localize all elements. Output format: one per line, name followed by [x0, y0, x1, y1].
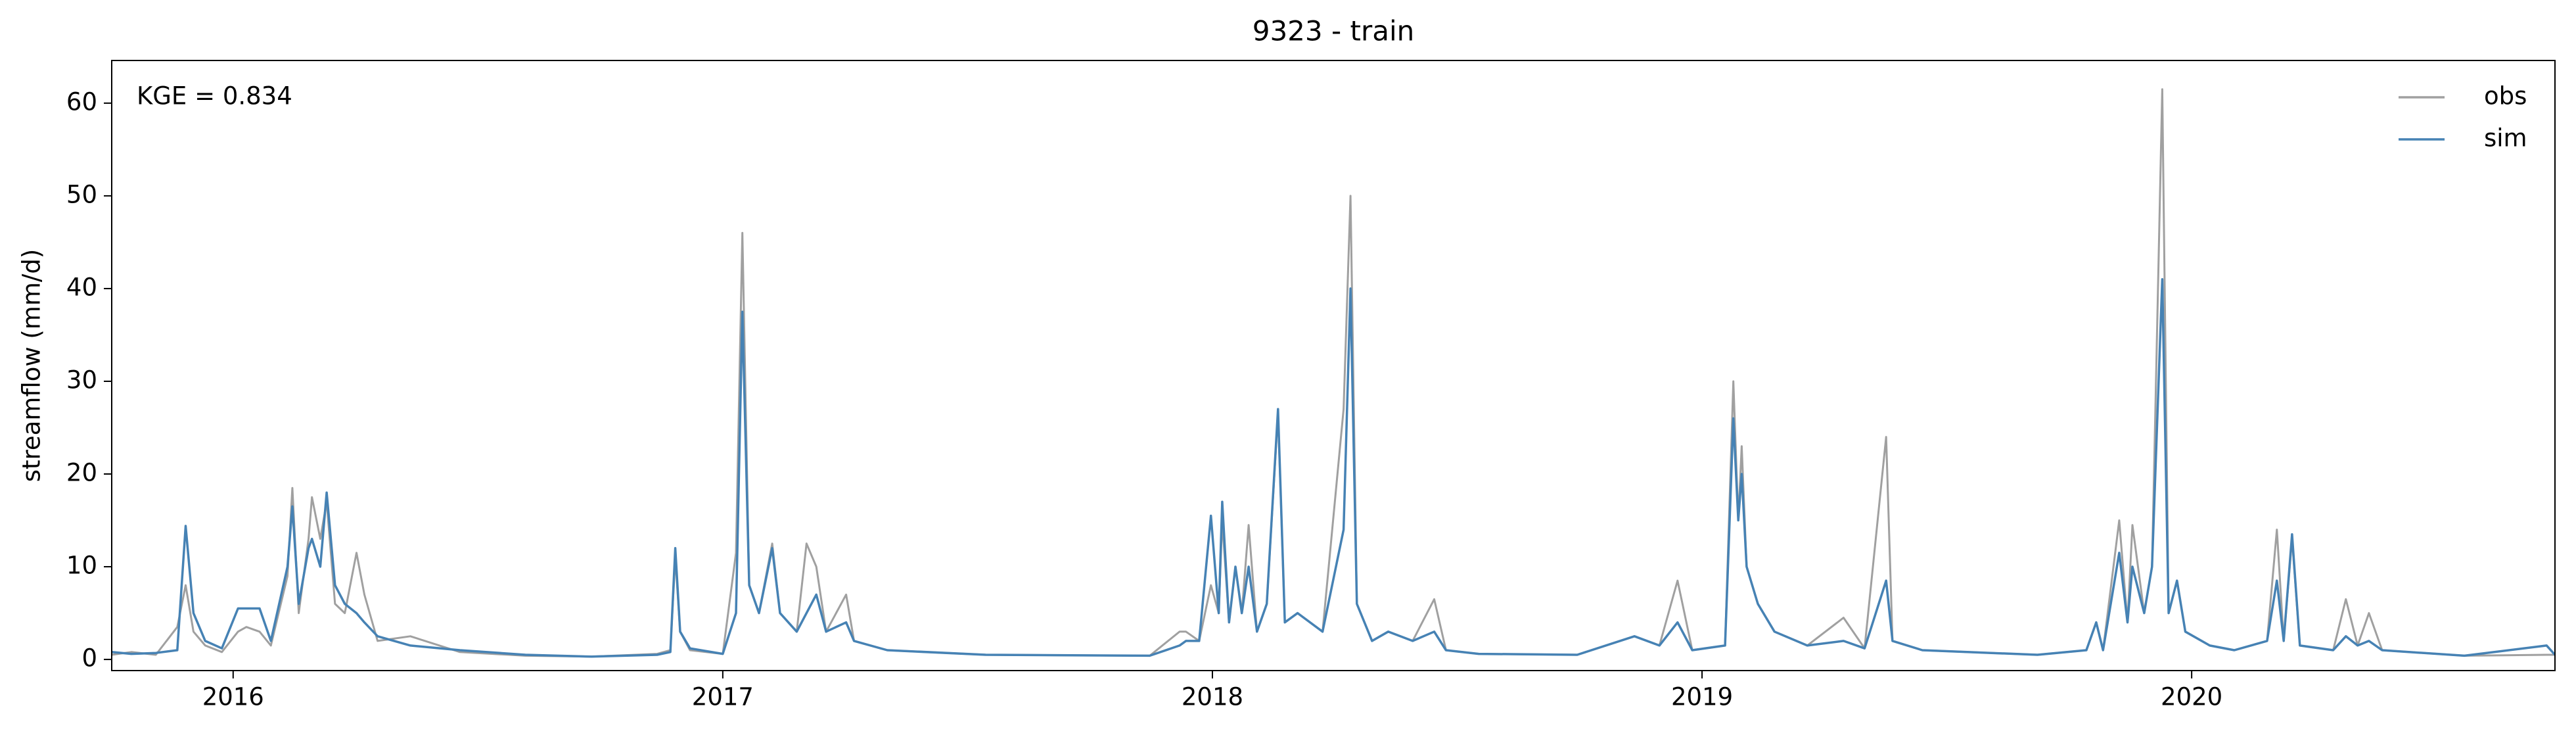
y-tick-label: 30: [66, 366, 97, 394]
series-line: [111, 88, 2555, 658]
x-tick-label: 2020: [2161, 683, 2222, 711]
chart-title: 9323 - train: [1253, 15, 1415, 47]
x-tick-label: 2016: [202, 683, 264, 711]
y-tick-label: 60: [66, 87, 97, 116]
legend-label: sim: [2484, 124, 2527, 153]
y-tick-label: 0: [81, 644, 97, 673]
y-tick-label: 10: [66, 552, 97, 580]
y-tick-label: 50: [66, 180, 97, 208]
plot-frame: [111, 60, 2556, 671]
x-tick-label: 2017: [692, 683, 754, 711]
x-tick-label: 2018: [1182, 683, 1243, 711]
legend-label: obs: [2484, 82, 2527, 110]
annotation: KGE = 0.834: [137, 82, 292, 110]
y-axis-label: streamflow (mm/d): [18, 249, 46, 483]
series-line: [111, 278, 2556, 658]
x-tick-label: 2019: [1671, 683, 1733, 711]
y-tick-label: 40: [66, 273, 97, 301]
y-tick-label: 20: [66, 459, 97, 487]
